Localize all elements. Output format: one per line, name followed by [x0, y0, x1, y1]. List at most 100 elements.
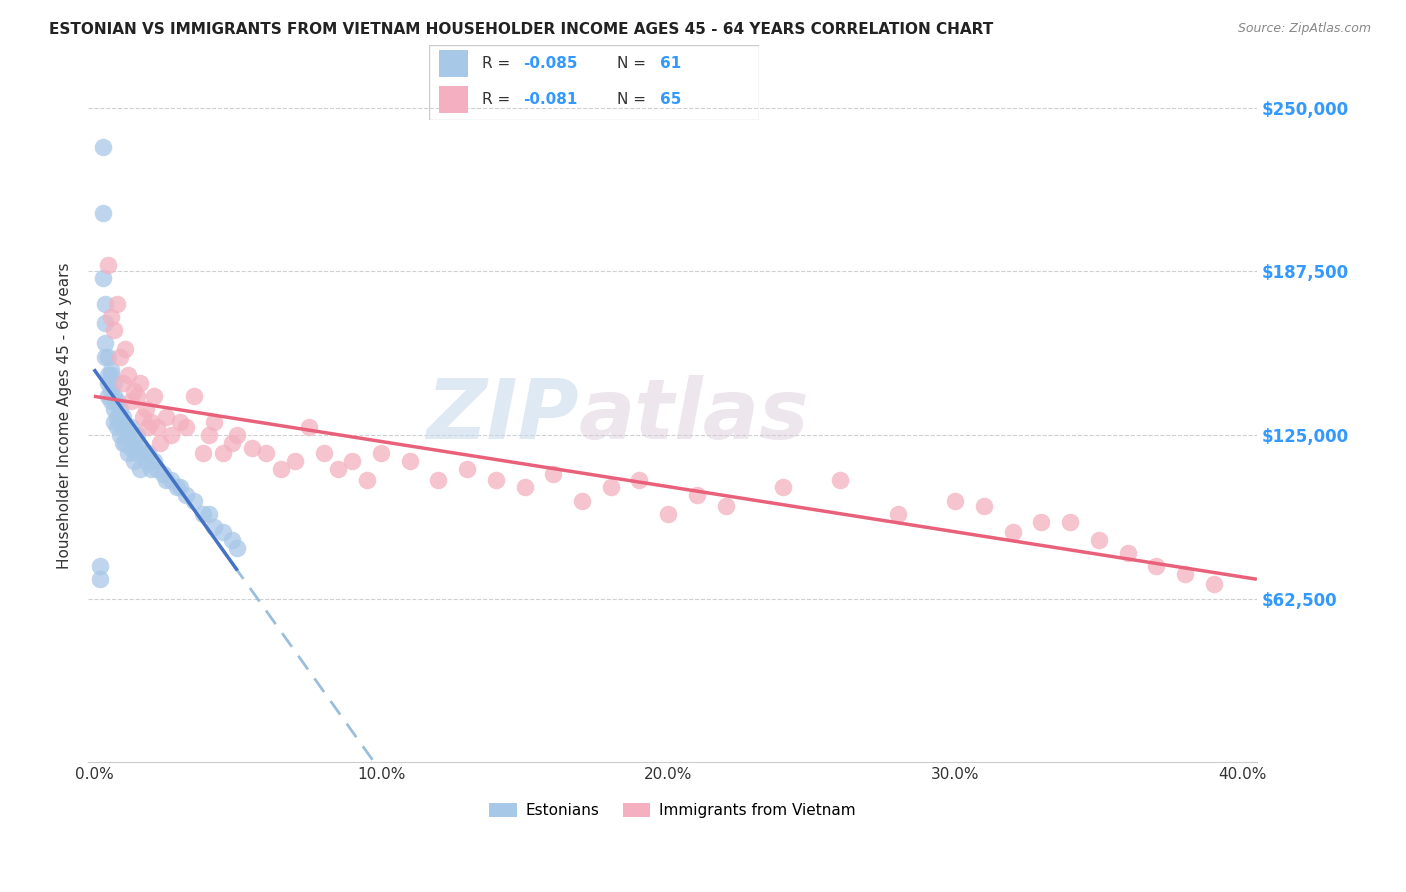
Point	[114, 342, 136, 356]
Point	[141, 462, 163, 476]
Point	[117, 368, 139, 382]
Point	[485, 473, 508, 487]
Point	[226, 428, 249, 442]
Point	[183, 493, 205, 508]
Point	[111, 376, 134, 390]
Point	[146, 462, 169, 476]
Point	[342, 454, 364, 468]
Point	[143, 389, 166, 403]
Point	[120, 394, 142, 409]
Point	[122, 436, 145, 450]
Point	[103, 389, 125, 403]
Text: 61: 61	[661, 56, 682, 71]
Point	[155, 409, 177, 424]
Point	[240, 441, 263, 455]
Text: 65: 65	[661, 92, 682, 107]
Point	[284, 454, 307, 468]
Point	[91, 140, 114, 154]
Point	[160, 428, 183, 442]
Point	[174, 488, 197, 502]
Point	[97, 258, 120, 272]
Point	[887, 507, 910, 521]
Text: -0.085: -0.085	[523, 56, 578, 71]
Point	[599, 481, 621, 495]
Point	[326, 462, 349, 476]
Point	[117, 446, 139, 460]
Point	[197, 428, 219, 442]
Point	[155, 473, 177, 487]
Point	[105, 297, 128, 311]
Text: Source: ZipAtlas.com: Source: ZipAtlas.com	[1237, 22, 1371, 36]
Point	[94, 336, 117, 351]
Point	[204, 520, 226, 534]
Point	[973, 499, 995, 513]
Point	[298, 420, 321, 434]
Point	[138, 446, 160, 460]
Point	[169, 481, 191, 495]
Point	[772, 481, 794, 495]
Point	[100, 310, 122, 325]
Text: ESTONIAN VS IMMIGRANTS FROM VIETNAM HOUSEHOLDER INCOME AGES 45 - 64 YEARS CORREL: ESTONIAN VS IMMIGRANTS FROM VIETNAM HOUS…	[49, 22, 994, 37]
Point	[128, 441, 150, 455]
Point	[91, 205, 114, 219]
Point	[108, 401, 131, 416]
Point	[125, 389, 148, 403]
Point	[1202, 577, 1225, 591]
Point	[100, 368, 122, 382]
Point	[686, 488, 709, 502]
Point	[143, 454, 166, 468]
Point	[160, 473, 183, 487]
Point	[100, 384, 122, 398]
Text: N =: N =	[617, 92, 651, 107]
Point	[97, 350, 120, 364]
Point	[226, 541, 249, 555]
Point	[91, 271, 114, 285]
Point	[456, 462, 478, 476]
Point	[108, 415, 131, 429]
Point	[132, 446, 155, 460]
Point	[97, 376, 120, 390]
Point	[94, 316, 117, 330]
Point	[138, 420, 160, 434]
Point	[943, 493, 966, 508]
Point	[212, 446, 235, 460]
Point	[105, 409, 128, 424]
Point	[628, 473, 651, 487]
Point	[270, 462, 292, 476]
Point	[114, 436, 136, 450]
Point	[221, 436, 243, 450]
Point	[1174, 566, 1197, 581]
Point	[122, 384, 145, 398]
Point	[114, 420, 136, 434]
Point	[97, 389, 120, 403]
Point	[128, 376, 150, 390]
Point	[1059, 515, 1081, 529]
Point	[221, 533, 243, 547]
Point	[111, 436, 134, 450]
Point	[152, 467, 174, 482]
Point	[1144, 559, 1167, 574]
Point	[103, 376, 125, 390]
Point	[183, 389, 205, 403]
Point	[89, 559, 111, 574]
Point	[105, 394, 128, 409]
Point	[1001, 524, 1024, 539]
Point	[714, 499, 737, 513]
Bar	[439, 50, 468, 78]
Point	[117, 428, 139, 442]
Point	[543, 467, 565, 482]
Point	[513, 481, 536, 495]
Point	[100, 362, 122, 376]
Point	[128, 462, 150, 476]
Text: R =: R =	[482, 56, 515, 71]
Point	[120, 441, 142, 455]
Point	[94, 350, 117, 364]
Point	[191, 507, 214, 521]
Point	[1088, 533, 1111, 547]
Point	[169, 415, 191, 429]
Text: N =: N =	[617, 56, 651, 71]
Point	[427, 473, 450, 487]
Point	[120, 420, 142, 434]
Point	[191, 446, 214, 460]
Point	[103, 323, 125, 337]
